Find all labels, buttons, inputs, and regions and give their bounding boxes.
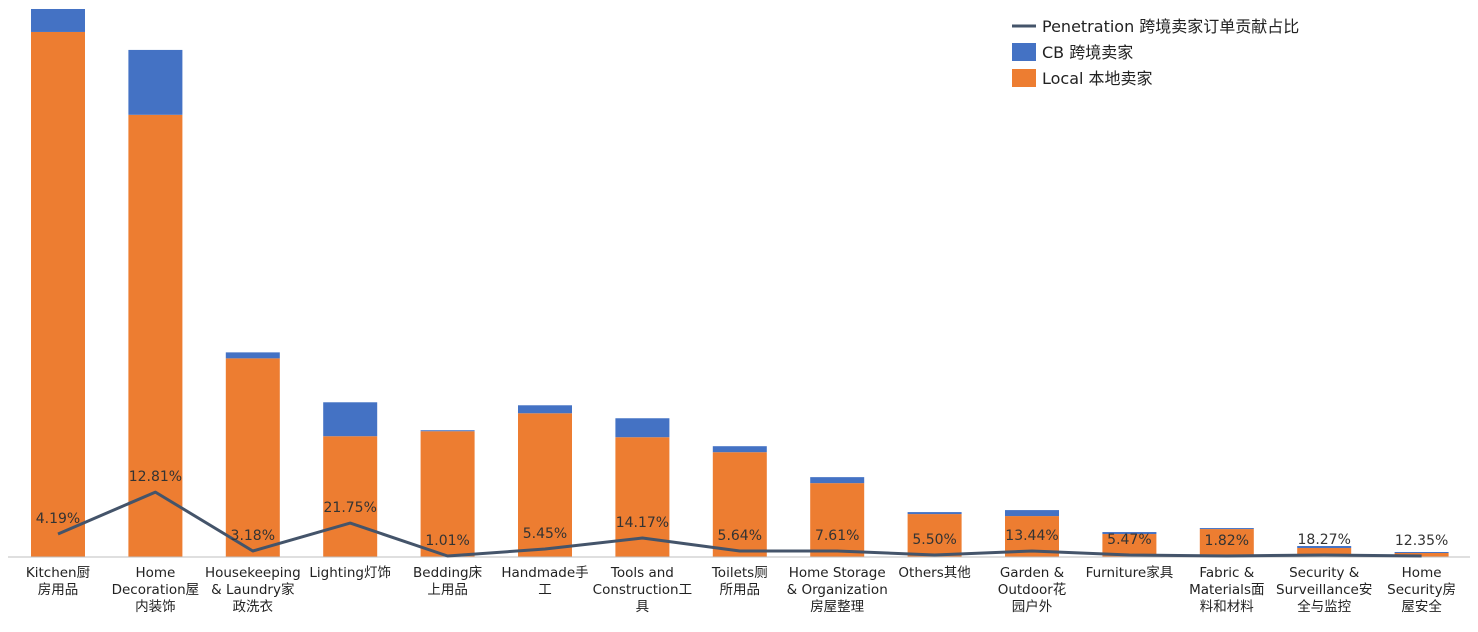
legend-box-swatch — [1012, 69, 1036, 87]
bar-cb — [1394, 552, 1449, 554]
category-label: Bedding床上用品 — [413, 565, 483, 598]
bars-group — [31, 8, 1449, 558]
legend: Penetration 跨境卖家订单贡献占比 CB 跨境卖家 Local 本地卖家 — [1012, 17, 1299, 88]
penetration-label: 21.75% — [324, 500, 377, 516]
bar-cb — [31, 8, 85, 32]
category-label: Home Security房屋安全 — [1387, 565, 1456, 615]
penetration-label: 12.81% — [129, 469, 182, 485]
penetration-labels: 4.19% 12.81% 3.18% 21.75% 1.01% 5.45% 14.17% 5.… — [36, 469, 1449, 549]
bar-local — [1102, 534, 1157, 557]
bar-cb — [907, 512, 962, 515]
bar-cb — [1005, 510, 1059, 517]
category-label: Housekeeping & Laundry家政洗衣 — [205, 565, 301, 615]
bar-local — [907, 514, 962, 557]
penetration-label: 3.18% — [231, 528, 275, 544]
legend-label: CB 跨境卖家 — [1042, 43, 1133, 62]
category-label: Home Decoration屋内装饰 — [112, 565, 200, 615]
penetration-label: 13.44% — [1005, 528, 1058, 544]
category-labels: Kitchen厨房用品 Home Decoration屋内装饰Housekeepin… — [26, 564, 1456, 615]
bar-local — [225, 358, 280, 557]
bar-cb — [1199, 528, 1254, 530]
penetration-label: 18.27% — [1298, 532, 1351, 548]
penetration-label: 14.17% — [616, 515, 669, 531]
penetration-label: 5.45% — [523, 526, 567, 542]
legend-box-swatch — [1012, 43, 1036, 61]
bar-cb — [810, 477, 865, 484]
bar-cb — [1102, 532, 1157, 535]
bar-local — [323, 436, 378, 557]
category-label: Home Storage & Organization 房屋整理 — [787, 565, 888, 615]
bar-local — [420, 431, 475, 557]
category-label: Toilets厕所用品 — [711, 565, 768, 598]
bar-local — [810, 483, 865, 557]
category-label: Kitchen厨房用品 — [26, 565, 90, 598]
penetration-label: 1.82% — [1205, 533, 1249, 549]
category-label: Lighting灯饰 — [309, 565, 391, 581]
legend-label: Local 本地卖家 — [1042, 69, 1153, 88]
bar-local — [1199, 529, 1254, 557]
penetration-label: 7.61% — [815, 528, 859, 544]
bar-cb — [1297, 546, 1352, 549]
bar-cb — [712, 446, 767, 453]
penetration-line — [57, 490, 1422, 558]
penetration-label: 12.35% — [1395, 533, 1448, 549]
category-label: Tools and Construction工具 — [593, 565, 692, 615]
penetration-label: 5.64% — [718, 528, 762, 544]
bar-local — [128, 114, 183, 558]
bar-local — [712, 452, 767, 557]
penetration-label: 5.50% — [912, 532, 956, 548]
category-label: Furniture家具 — [1086, 564, 1174, 581]
bar-cb — [615, 418, 670, 438]
category-label: Garden & Outdoor花园户外 — [998, 565, 1067, 615]
bar-cb — [128, 49, 183, 115]
category-label: Others其他 — [898, 565, 970, 581]
category-label: Security & Surveillance安全与监控 — [1276, 565, 1372, 615]
penetration-label: 1.01% — [425, 533, 469, 549]
penetration-label: 5.47% — [1107, 532, 1151, 548]
bar-local — [31, 31, 85, 558]
category-label: Handmade手工 — [501, 565, 588, 598]
bar-cb — [323, 402, 378, 437]
legend-label: Penetration 跨境卖家订单贡献占比 — [1042, 17, 1299, 36]
bar-local — [518, 413, 572, 557]
category-label: Fabric & Materials面料和材料 — [1189, 565, 1264, 615]
bar-cb — [518, 405, 572, 414]
bar-local — [1297, 548, 1352, 557]
penetration-label: 4.19% — [36, 511, 80, 527]
bar-cb — [420, 430, 475, 432]
bar-cb — [225, 352, 280, 359]
